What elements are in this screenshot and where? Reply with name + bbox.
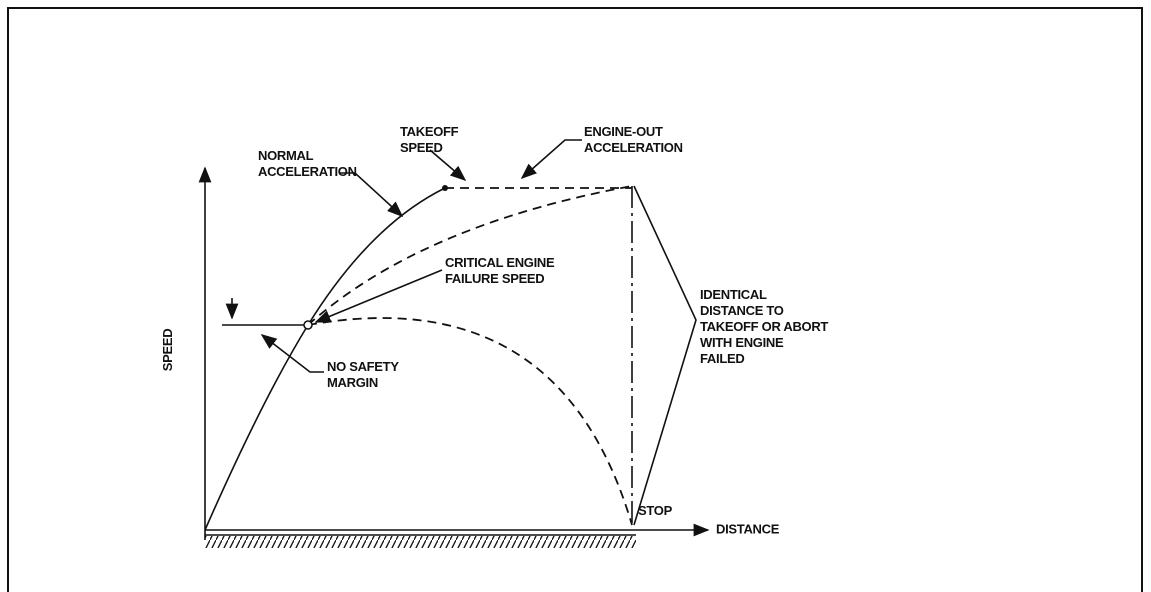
- label: FAILURE SPEED: [445, 271, 544, 286]
- engine-out-curve: [307, 185, 633, 326]
- frame: [7, 7, 1143, 592]
- label: STOP: [638, 503, 673, 518]
- normal-acceleration-curve: [204, 187, 446, 531]
- label: ACCELERATION: [258, 164, 357, 179]
- leader: [260, 334, 324, 373]
- bracket: [633, 185, 697, 526]
- ground-hatch: [205, 536, 636, 548]
- x-axis-label: DISTANCE: [716, 521, 780, 536]
- label: NORMAL: [258, 148, 314, 163]
- leader: [314, 269, 443, 323]
- critical-point: [303, 320, 313, 330]
- label: FAILED: [700, 351, 744, 366]
- leader: [429, 149, 467, 182]
- leader: [340, 172, 404, 218]
- label: TAKEOFF: [400, 124, 459, 139]
- label: IDENTICAL: [700, 287, 767, 302]
- abort-curve: [307, 317, 633, 526]
- label: DISTANCE TO: [700, 303, 784, 318]
- label: CRITICAL ENGINE: [445, 255, 555, 270]
- label: ENGINE-OUT: [584, 124, 663, 139]
- label: TAKEOFF OR ABORT: [700, 319, 828, 334]
- label: ACCELERATION: [584, 140, 683, 155]
- y-axis-label: SPEED: [160, 329, 175, 372]
- leader: [520, 139, 582, 180]
- label: NO SAFETY: [327, 359, 399, 374]
- label: MARGIN: [327, 375, 378, 390]
- label: WITH ENGINE: [700, 335, 784, 350]
- label: SPEED: [400, 140, 443, 155]
